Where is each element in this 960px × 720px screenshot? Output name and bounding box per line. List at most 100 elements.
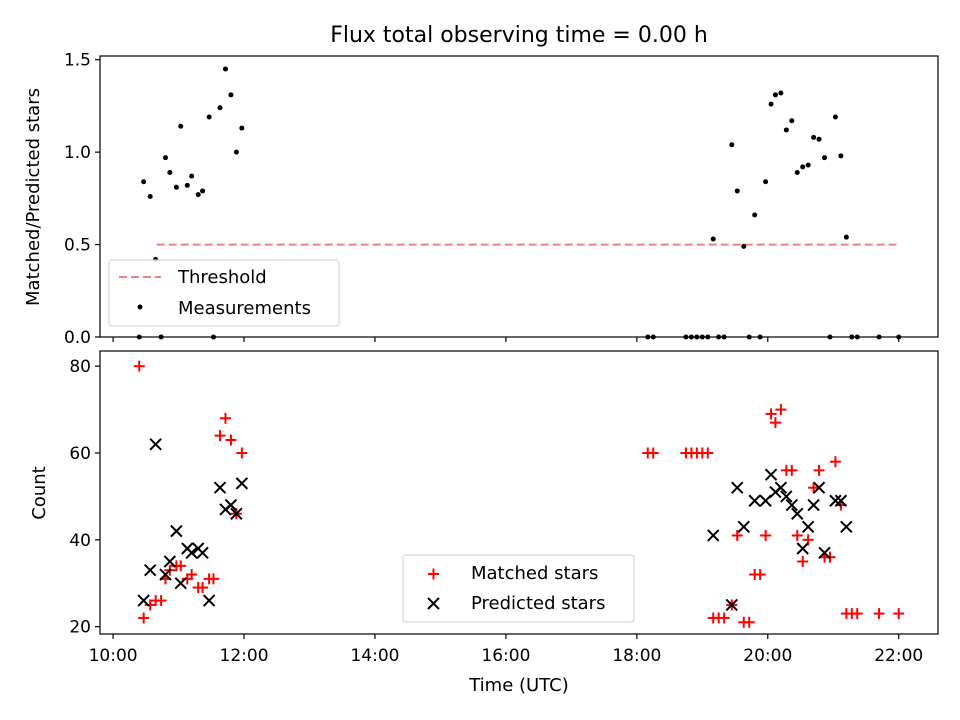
predicted-star-point — [801, 520, 815, 533]
measurement-point — [778, 90, 784, 96]
top-axes-frame — [99, 55, 939, 338]
measurement-point — [805, 162, 811, 168]
measurement-point — [233, 149, 239, 155]
matched-star-point — [138, 612, 150, 624]
measurement-point — [843, 234, 849, 240]
predicted-star-point — [224, 498, 238, 512]
measurement-point — [195, 192, 201, 198]
legend-measurements-swatch — [137, 304, 143, 310]
measurement-point — [729, 142, 735, 148]
predicted-star-point — [213, 481, 227, 494]
measurement-point — [822, 155, 828, 161]
predicted-star-point — [725, 598, 738, 612]
predicted-star-point — [235, 477, 249, 490]
matched-star-point — [133, 360, 145, 372]
bottom-y-tick-label: 20 — [69, 618, 91, 638]
matched-star-point — [775, 404, 787, 416]
x-tick-label: 16:00 — [481, 646, 530, 666]
measurement-point — [811, 134, 817, 140]
matched-star-point — [219, 412, 231, 424]
measurement-point — [141, 179, 147, 185]
legend-threshold-label: Threshold — [177, 267, 267, 288]
matched-star-point — [813, 464, 825, 476]
matched-star-point — [765, 408, 777, 420]
bottom-axes-frame — [99, 350, 939, 635]
measurement-point — [189, 173, 195, 179]
top-y-axis-label: Matched/Predicted stars — [23, 88, 44, 306]
measurement-point — [239, 125, 245, 131]
top-legend-box — [108, 259, 340, 327]
top-y-tick-label: 0.0 — [64, 328, 91, 348]
x-tick-label: 14:00 — [350, 646, 399, 666]
matched-star-point — [873, 608, 885, 620]
measurement-point — [794, 169, 800, 175]
predicted-star-point — [780, 490, 793, 503]
measurement-point — [763, 179, 769, 185]
matched-star-point — [197, 582, 209, 594]
matched-star-point — [754, 569, 766, 581]
x-tick-label: 10:00 — [89, 646, 138, 666]
predicted-star-point — [791, 507, 804, 520]
predicted-star-point — [149, 438, 162, 451]
measurement-point — [217, 105, 223, 111]
predicted-star-point — [774, 481, 788, 494]
predicted-star-point — [812, 481, 826, 494]
predicted-star-point — [185, 546, 198, 560]
top-y-tick-label: 1.0 — [64, 143, 91, 163]
x-axis-label: Time (UTC) — [468, 675, 569, 696]
bottom-y-tick-label: 60 — [69, 444, 91, 464]
predicted-star-point — [731, 481, 744, 494]
matched-star-point — [702, 447, 714, 459]
matched-star-point — [797, 556, 809, 568]
matched-star-point — [214, 430, 226, 442]
matched-star-point — [791, 529, 803, 541]
matched-star-point — [647, 447, 659, 459]
x-tick-label: 20:00 — [743, 646, 792, 666]
measurement-point — [772, 92, 778, 98]
predicted-star-point — [143, 563, 157, 577]
x-tick-label: 12:00 — [220, 646, 269, 666]
measurement-point — [768, 101, 774, 107]
matched-star-point — [829, 456, 841, 468]
predicted-star-point — [174, 577, 187, 590]
top-y-tick-label: 1.5 — [64, 51, 91, 71]
predicted-star-point — [818, 546, 831, 560]
matched-star-point — [225, 434, 237, 446]
top-panel: 0.0 0.5 1.0 1.5 Matched/Predicted stars Thr… — [23, 51, 939, 348]
measurement-point — [184, 182, 190, 188]
predicted-star-point — [829, 494, 842, 507]
measurement-point — [752, 212, 758, 218]
predicted-star-point — [202, 594, 216, 607]
measurement-point — [710, 236, 716, 242]
legend-matched-swatch — [428, 568, 439, 580]
predicted-star-point — [785, 498, 798, 512]
predicted-star-point — [807, 498, 820, 512]
matched-star-point — [155, 595, 167, 607]
predicted-star-point — [137, 594, 150, 607]
measurement-point — [222, 66, 228, 72]
measurement-point — [741, 243, 747, 249]
matched-star-point — [808, 482, 820, 494]
measurement-point — [206, 114, 212, 120]
measurement-point — [178, 123, 184, 129]
legend-matched-label: Matched stars — [471, 563, 598, 584]
measurement-point — [816, 136, 822, 142]
matched-star-point — [893, 608, 905, 620]
bottom-y-axis-label: Count — [29, 466, 50, 519]
measurement-point — [200, 188, 206, 194]
measurement-point — [167, 169, 173, 175]
predicted-star-point — [196, 546, 209, 560]
measurement-point — [228, 92, 234, 98]
measurement-point — [783, 127, 789, 133]
matched-star-point — [769, 417, 781, 429]
matched-star-point — [207, 573, 219, 585]
matched-star-point — [186, 569, 198, 581]
matched-star-point — [760, 529, 772, 541]
measurement-point — [800, 164, 806, 170]
predicted-star-point — [737, 520, 750, 533]
bottom-panel: 20 40 60 80 10:00 12:00 14:00 16:00 18:00 20:00 22… — [29, 350, 939, 696]
predicted-star-point — [796, 542, 809, 555]
bottom-plot-content — [133, 360, 905, 628]
predicted-star-point — [159, 568, 172, 581]
